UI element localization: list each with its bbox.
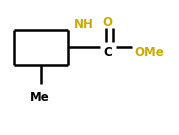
Text: OMe: OMe <box>134 46 164 59</box>
Text: Me: Me <box>30 91 49 104</box>
Text: C: C <box>103 46 112 59</box>
Text: NH: NH <box>73 18 93 31</box>
Text: O: O <box>102 16 112 29</box>
